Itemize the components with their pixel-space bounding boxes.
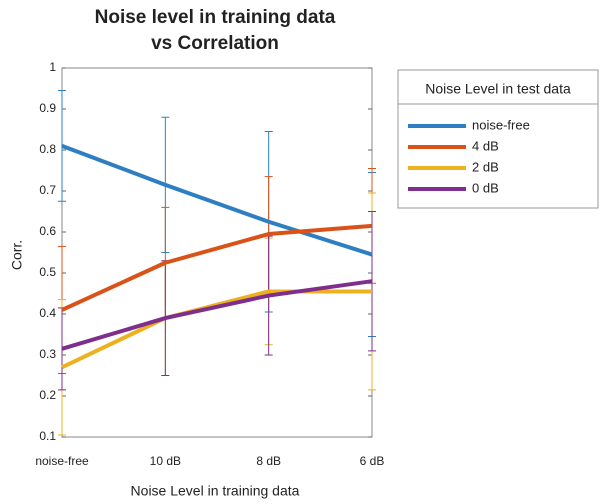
x-tick-label: noise-free <box>35 454 89 468</box>
legend-text: 2 dB <box>472 159 499 174</box>
y-tick-label: 0.3 <box>39 347 56 361</box>
y-tick-label: 0.8 <box>39 142 56 156</box>
y-tick-label: 0.6 <box>39 224 56 238</box>
x-tick-label: 10 dB <box>150 454 181 468</box>
legend-text: 0 dB <box>472 180 499 195</box>
legend-text: 4 dB <box>472 138 499 153</box>
line <box>61 223 373 312</box>
legend-box <box>397 69 599 209</box>
y-tick-label: 0.4 <box>39 306 56 320</box>
x-axis-label: Noise Level in training data <box>131 483 300 499</box>
y-tick-label: 0.9 <box>39 101 56 115</box>
line <box>61 279 373 351</box>
plot-area <box>61 67 373 438</box>
chart-title: Noise level in training data <box>95 7 336 28</box>
y-tick-label: 0.2 <box>39 388 56 402</box>
y-tick-label: 0.5 <box>39 265 56 279</box>
y-tick-label: 0.7 <box>39 183 56 197</box>
legend-title: Noise Level in test data <box>425 81 571 97</box>
x-tick-label: 6 dB <box>360 454 385 468</box>
x-tick-label: 8 dB <box>256 454 281 468</box>
y-tick-label: 0.1 <box>39 429 56 443</box>
y-axis-label: Corr. <box>9 240 25 270</box>
chart-title: vs Correlation <box>151 33 279 54</box>
line <box>61 289 372 370</box>
y-tick-label: 1 <box>49 60 56 74</box>
legend-text: noise-free <box>472 117 530 132</box>
line <box>61 144 373 257</box>
